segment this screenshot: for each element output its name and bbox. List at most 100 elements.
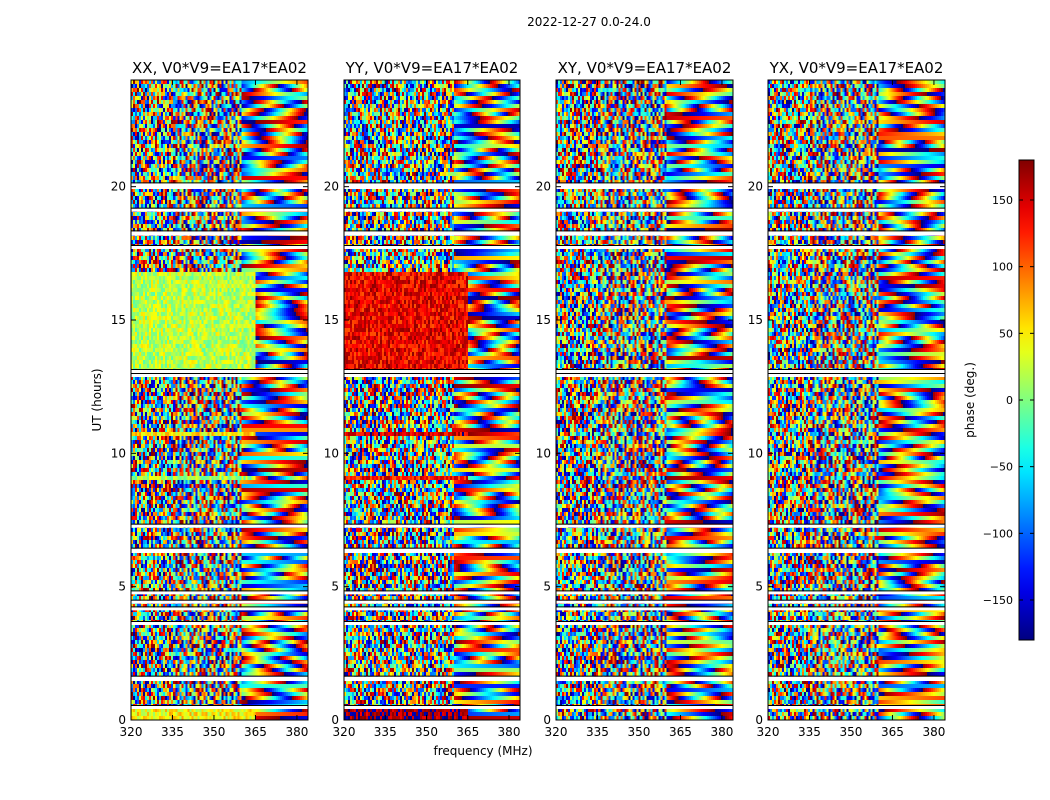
- panel-frame-xx: [130, 79, 309, 721]
- panel-title-xx: XX, V0*V9=EA17*EA02: [132, 59, 307, 77]
- y-tick-label: 10: [748, 446, 763, 460]
- flagged-row: [344, 600, 520, 604]
- panel-frame-yx: [767, 79, 946, 721]
- flagged-row: [344, 208, 520, 212]
- flagged-row: [768, 374, 945, 377]
- x-tick-label: 320: [333, 725, 356, 739]
- panel-yx: YX, V0*V9=EA17*EA02 320 335 350 365 380 0 5 10 15…: [748, 59, 946, 739]
- flagged-row: [768, 591, 945, 595]
- y-tick-label: 20: [324, 180, 339, 194]
- y-tick-label: 10: [111, 446, 126, 460]
- flagged-row: [131, 622, 308, 625]
- flagged-row: [344, 183, 520, 187]
- flagged-row: [131, 524, 308, 528]
- y-tick-label: 0: [755, 713, 763, 727]
- y-tick-label: 0: [331, 713, 339, 727]
- x-tick-label: 380: [922, 725, 945, 739]
- y-tick-label: 10: [536, 446, 551, 460]
- panel-title-xy: XY, V0*V9=EA17*EA02: [558, 59, 732, 77]
- x-tick-label: 350: [840, 725, 863, 739]
- flagged-row: [556, 231, 733, 235]
- flagged-row: [344, 370, 520, 373]
- x-tick-label: 365: [669, 725, 692, 739]
- x-tick-label: 380: [710, 725, 733, 739]
- y-tick-label: 5: [118, 580, 126, 594]
- panel-xx: XX, V0*V9=EA17*EA02 320 335 350 365 380 0 5 10 15…: [111, 59, 309, 739]
- x-tick-label: 335: [798, 725, 821, 739]
- y-tick-label: 20: [748, 180, 763, 194]
- flagged-row: [131, 591, 308, 595]
- colorbar-tick-label: −50: [990, 461, 1013, 474]
- flagged-row: [556, 600, 733, 604]
- x-tick-label: 365: [881, 725, 904, 739]
- flagged-row: [344, 231, 520, 235]
- flagged-row: [131, 548, 308, 552]
- flagged-row: [768, 607, 945, 611]
- x-tick-label: 335: [161, 725, 184, 739]
- colorbar-tick-label: −150: [983, 594, 1013, 607]
- flagged-row: [131, 231, 308, 235]
- flagged-row: [768, 246, 945, 249]
- flagged-row: [131, 706, 308, 709]
- panels-group: XX, V0*V9=EA17*EA02 320 335 350 365 380 0 5 10 15…: [111, 59, 946, 739]
- flagged-row: [556, 370, 733, 373]
- flagged-row: [344, 548, 520, 552]
- flagged-row: [768, 231, 945, 235]
- panel-yy: YY, V0*V9=EA17*EA02 320 335 350 365 380 0 5 10 15…: [324, 59, 521, 739]
- colorbar-tick-label: 0: [1006, 394, 1013, 407]
- y-tick-label: 15: [536, 313, 551, 327]
- x-tick-label: 380: [285, 725, 308, 739]
- colorbar-tick-label: 50: [999, 327, 1013, 340]
- panel-xy: XY, V0*V9=EA17*EA02 320 335 350 365 380 0 5 10 15…: [536, 59, 734, 739]
- flagged-row: [344, 607, 520, 611]
- flagged-row: [556, 676, 733, 680]
- x-tick-label: 320: [757, 725, 780, 739]
- x-tick-label: 335: [586, 725, 609, 739]
- flagged-row: [768, 548, 945, 552]
- flagged-row: [768, 706, 945, 709]
- colorbar-tick-label: 150: [992, 194, 1013, 207]
- y-tick-label: 15: [748, 313, 763, 327]
- colorbar-tick-label: 100: [992, 261, 1013, 274]
- x-tick-label: 365: [244, 725, 267, 739]
- flagged-row: [768, 600, 945, 604]
- y-tick-label: 15: [324, 313, 339, 327]
- flagged-row: [344, 246, 520, 249]
- flagged-row: [131, 186, 308, 189]
- flagged-row: [344, 676, 520, 680]
- flagged-row: [556, 374, 733, 377]
- flagged-row: [556, 706, 733, 709]
- x-tick-label: 350: [203, 725, 226, 739]
- flagged-row: [344, 591, 520, 595]
- flagged-row: [768, 186, 945, 189]
- x-tick-label: 350: [628, 725, 651, 739]
- x-tick-label: 320: [120, 725, 143, 739]
- flagged-row: [131, 374, 308, 377]
- y-axis-label: UT (hours): [90, 368, 104, 431]
- flagged-row: [768, 183, 945, 187]
- y-tick-label: 5: [331, 580, 339, 594]
- x-tick-label: 320: [545, 725, 568, 739]
- colorbar: −150 −100 −50 0 50 100 150: [983, 159, 1035, 641]
- flagged-row: [768, 208, 945, 212]
- colorbar-tick-label: −100: [983, 527, 1013, 540]
- colorbar-label: phase (deg.): [963, 362, 977, 438]
- y-tick-label: 10: [324, 446, 339, 460]
- x-tick-label: 380: [498, 725, 521, 739]
- y-tick-label: 0: [543, 713, 551, 727]
- y-tick-label: 5: [755, 580, 763, 594]
- flagged-row: [131, 208, 308, 212]
- flagged-row: [131, 183, 308, 187]
- flagged-row: [344, 524, 520, 528]
- flagged-row: [131, 607, 308, 611]
- y-tick-label: 20: [536, 180, 551, 194]
- panel-frame-yy: [343, 79, 521, 721]
- y-tick-label: 0: [118, 713, 126, 727]
- flagged-row: [556, 183, 733, 187]
- figure-suptitle: 2022-12-27 0.0-24.0: [527, 15, 651, 29]
- y-tick-label: 20: [111, 180, 126, 194]
- flagged-row: [344, 706, 520, 709]
- panel-frame-xy: [555, 79, 734, 721]
- flagged-row: [556, 208, 733, 212]
